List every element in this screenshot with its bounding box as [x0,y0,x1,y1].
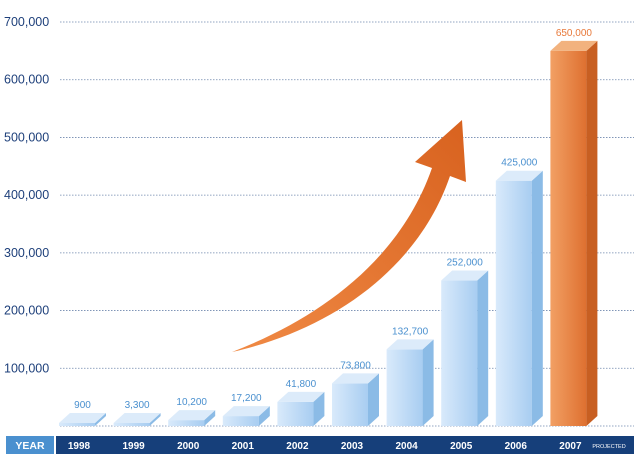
y-tick-label: 300,000 [4,246,49,260]
bar [332,373,379,426]
bar-side-face [204,410,216,426]
bar [168,410,216,426]
x-tick-label: 1998 [68,441,91,452]
x-tick-label: 2006 [505,441,528,452]
x-tick-label: 2007 [559,441,582,452]
bar [441,270,489,426]
x-tick-label: 2001 [232,441,255,452]
bar-value-label: 252,000 [447,258,484,269]
bar-value-label: 17,200 [231,393,262,404]
x-axis-category-band [56,436,634,454]
bar [277,391,325,426]
growth-arrow-shape [232,120,466,352]
bar-side-face [368,373,379,426]
bar-top-face [495,170,543,181]
bar-front-face [113,423,150,426]
bar [495,170,543,426]
bar-top-face [550,40,598,51]
x-axis-title-band [6,436,54,454]
bar-value-label: 10,200 [176,397,207,408]
bar-top-face [168,410,216,421]
bar-front-face [222,416,259,426]
bar-front-face [59,423,95,426]
bar-top-face [332,373,379,384]
bar-top-face [441,270,489,281]
bar-front-face [168,420,205,426]
bar-side-face [531,170,543,426]
x-tick-label: 2005 [450,441,473,452]
bar-front-face [332,383,368,426]
bar-value-label: 41,800 [286,379,317,390]
bar-front-face [495,180,532,426]
y-axis-ticks: 100,000 200,000 300,000 400,000 500,000 600,0… [4,15,49,375]
x-tick-label: 2000 [177,441,200,452]
bar-value-label: 132,700 [392,326,429,337]
bar-side-face [95,413,106,426]
bar-top-face [386,339,434,350]
bar-front-face [386,349,423,426]
bar-front-face [277,401,314,426]
bar [222,406,270,426]
bar-top-face [113,413,161,423]
y-tick-label: 100,000 [4,361,49,375]
bar-side-face [313,391,325,426]
x-axis-title: YEAR [15,440,45,452]
bar-top-face [277,391,325,402]
x-tick-label: 2003 [341,441,364,452]
bar-top-face [59,413,106,423]
y-tick-label: 400,000 [4,188,49,202]
x-tick-label: 2004 [395,441,418,452]
value-labels: 900 3,300 10,200 17,200 41,800 73,800 132,700 2… [74,28,592,411]
bar-side-face [149,413,161,426]
x-tick-label: 1999 [122,441,145,452]
bar-side-face [586,40,598,426]
bar [550,40,598,426]
bar-side-face [258,406,270,426]
bar-top-face [222,406,270,417]
projected-note: PROJECTED [592,444,625,450]
y-tick-label: 500,000 [4,130,49,144]
bar-value-label: 73,800 [340,360,371,371]
bar [59,413,106,426]
y-tick-label: 600,000 [4,73,49,87]
bar-value-label: 425,000 [501,158,538,169]
bar [386,339,434,426]
bar-value-label: 650,000 [556,28,593,39]
x-axis-band: YEAR 1998 1999 2000 2001 2002 2003 2004 2005 200… [6,436,634,454]
bar [113,413,161,426]
bar-value-label: 900 [74,400,91,411]
bar-front-face [550,50,587,426]
bar-side-face [422,339,434,426]
y-tick-label: 200,000 [4,304,49,318]
x-tick-label: 2002 [286,441,309,452]
bar-value-label: 3,300 [125,400,150,411]
y-tick-label: 700,000 [4,15,49,29]
bar-front-face [441,280,478,426]
bars [59,40,598,426]
growth-arrow-icon [232,120,466,352]
bar-side-face [477,270,489,426]
